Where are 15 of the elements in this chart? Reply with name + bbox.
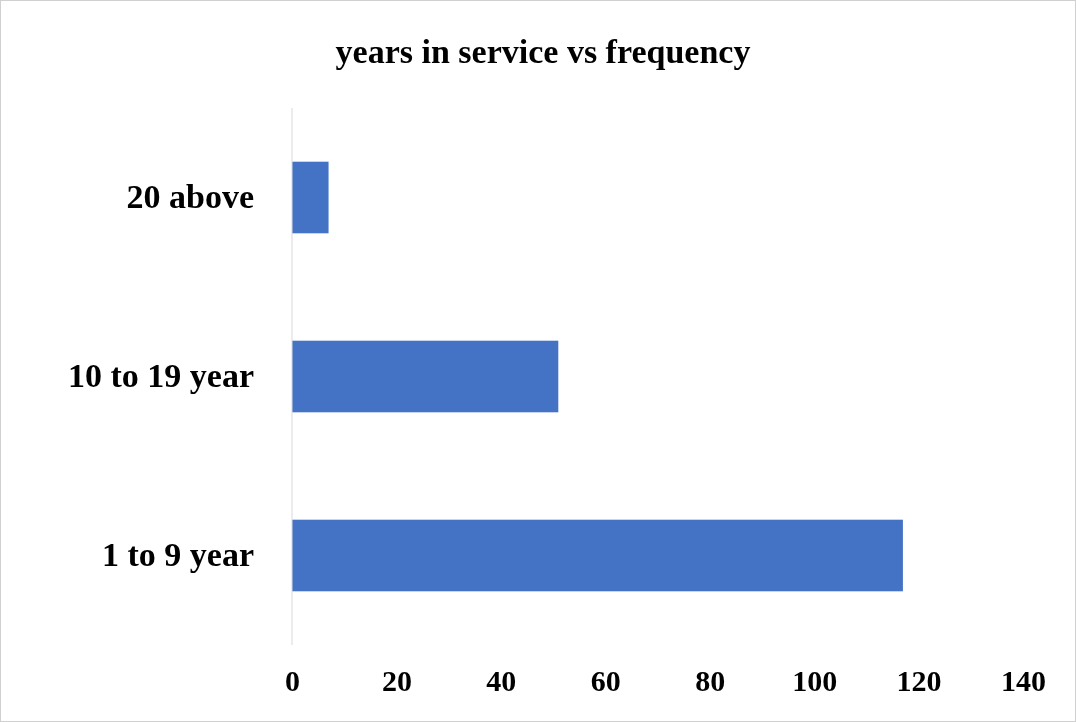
bar	[292, 340, 559, 413]
x-tick-label: 100	[792, 664, 838, 698]
y-tick-label: 20 above	[126, 178, 254, 216]
x-tick-label: 140	[1001, 664, 1046, 698]
x-tick-label: 120	[896, 664, 942, 698]
y-tick-label: 10 to 19 year	[67, 357, 254, 395]
bar	[292, 519, 903, 592]
x-tick-label: 80	[695, 664, 726, 698]
x-tick-label: 60	[590, 664, 621, 698]
chart-title: years in service vs frequency	[335, 33, 751, 70]
x-tick-label: 0	[285, 664, 300, 698]
x-tick-label: 20	[381, 664, 412, 698]
bar	[292, 161, 329, 234]
y-tick-label: 1 to 9 year	[101, 536, 254, 574]
x-tick-label: 40	[486, 664, 517, 698]
